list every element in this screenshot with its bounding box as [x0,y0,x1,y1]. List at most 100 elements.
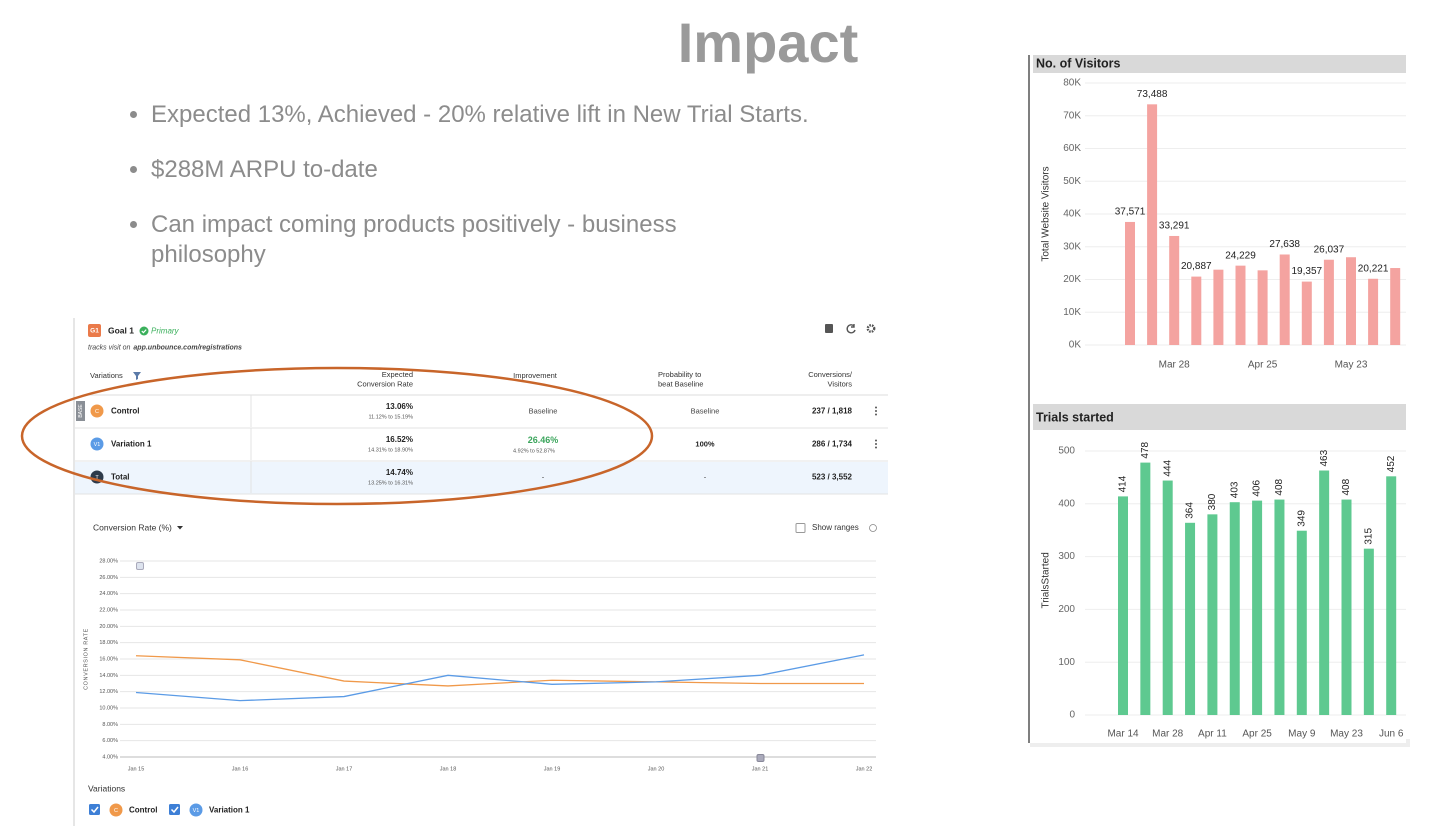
legend-check [90,806,99,814]
save-icon[interactable] [825,324,833,333]
bullet: Expected 13%, Achieved - 20% relative li… [151,100,871,130]
value-label: 463 [1319,449,1330,466]
x-tick-label: Jan 16 [232,766,249,772]
y-tick-label: 100 [1058,657,1075,668]
refresh-icon[interactable] [846,324,856,334]
variation-badge-text: V1 [94,442,101,448]
y-tick-label: 0K [1069,340,1082,351]
conversion-rate: 14.74% [386,468,413,477]
goal-name: Goal 1 [108,325,134,335]
table-header: beat Baseline [658,379,703,388]
row-menu[interactable] [875,406,877,409]
x-tick-label: Mar 28 [1152,729,1184,740]
x-tick-label: Mar 14 [1107,729,1139,740]
value-label: 26,037 [1314,244,1345,255]
y-tick-label: 0 [1069,710,1075,721]
x-tick-label: May 23 [1330,729,1363,740]
x-tick-label: Jan 22 [856,766,873,772]
y-tick-label: 20.00% [99,624,118,630]
x-tick-label: Jan 17 [336,766,353,772]
series-line [135,655,864,687]
value-label: 73,488 [1137,89,1168,100]
y-tick-label: 80K [1063,78,1081,89]
bar [1363,548,1374,715]
bar [1279,254,1290,345]
probability: 100% [695,439,715,448]
help-icon [869,524,877,532]
value-label: 37,571 [1115,207,1146,218]
y-tick-label: 10.00% [99,705,118,711]
y-tick-label: 8.00% [102,722,118,728]
value-label: 24,229 [1225,250,1256,261]
table-header: Variations [90,371,123,380]
value-label: 403 [1229,481,1240,498]
table-header: Visitors [828,379,853,388]
bar [1169,235,1180,345]
chart-title: No. of Visitors [1036,56,1121,70]
zoom-handle [756,754,765,762]
legend-label: Variation 1 [209,806,250,815]
goal-tracks: tracks visit on app.unbounce.com/registra… [88,344,242,351]
x-tick-label: May 9 [1288,729,1316,740]
chart-group: 37,571 73,488 Mar 28 33,291 20,887 24,229 Apr … [1085,82,1406,371]
bar [1207,514,1218,715]
value-label: 444 [1162,459,1173,476]
bar [1213,269,1224,345]
value-label: 408 [1341,478,1352,495]
conversions: 237 / 1,818 [812,407,853,416]
improvement: - [542,472,545,481]
bar [1323,259,1334,345]
bar [1257,270,1268,345]
variation-badge-text: T [95,475,99,481]
value-label: 19,357 [1292,266,1323,277]
bar [1162,480,1173,715]
value-label: 20,887 [1181,261,1212,272]
legend-checkbox[interactable] [169,804,180,815]
row-menu[interactable] [875,413,877,416]
y-tick-label: 300 [1058,551,1075,562]
legend-badge-text: C [114,808,118,814]
conversions: 286 / 1,734 [812,440,853,449]
bullet-list: Expected 13%, Achieved - 20% relative li… [130,100,871,295]
y-tick-label: 60K [1063,143,1081,154]
filter-icon[interactable] [133,372,141,380]
variation-name: Control [111,407,139,416]
bar [1296,530,1307,715]
table-header: Expected [382,370,413,379]
x-tick-label: Jan 15 [128,766,145,772]
goal-badge: G1 [90,328,99,335]
slide-title: Impact [677,11,859,74]
legend-badge-text: V1 [193,808,200,814]
improvement-range: 4.92% to 52.87% [513,448,555,454]
conversions: 523 / 3,552 [812,473,853,482]
row-menu[interactable] [875,439,877,442]
base-label: BASE [78,404,84,418]
row-menu[interactable] [875,443,877,445]
probability: - [704,472,707,481]
bar [1118,496,1128,715]
y-tick-label: 10K [1063,307,1081,318]
chart-title: Trials started [1036,410,1114,424]
table-header: Conversion Rate [357,379,413,388]
variation-badge [90,404,104,418]
show-ranges-checkbox[interactable] [795,523,806,533]
y-tick-label: 20K [1063,274,1081,285]
variation-name: Total [111,473,130,482]
legend-badge [189,803,203,817]
row-menu[interactable] [875,446,877,449]
y-tick-label: 26.00% [99,575,118,581]
dropdown-caret[interactable] [177,526,183,530]
table-header: Improvement [513,371,558,380]
bar [1147,104,1158,345]
conversion-rate: 13.06% [386,402,413,411]
legend-checkbox[interactable] [89,804,100,815]
x-tick-label: Apr 25 [1248,360,1278,371]
row-menu[interactable] [875,410,877,412]
y-axis-label: TrialsStarted [1041,552,1052,608]
settings-icon[interactable] [866,324,876,333]
show-ranges-label: Show ranges [812,523,859,532]
x-tick-label: Jan 18 [440,766,457,772]
variation-name: Variation 1 [111,440,152,449]
